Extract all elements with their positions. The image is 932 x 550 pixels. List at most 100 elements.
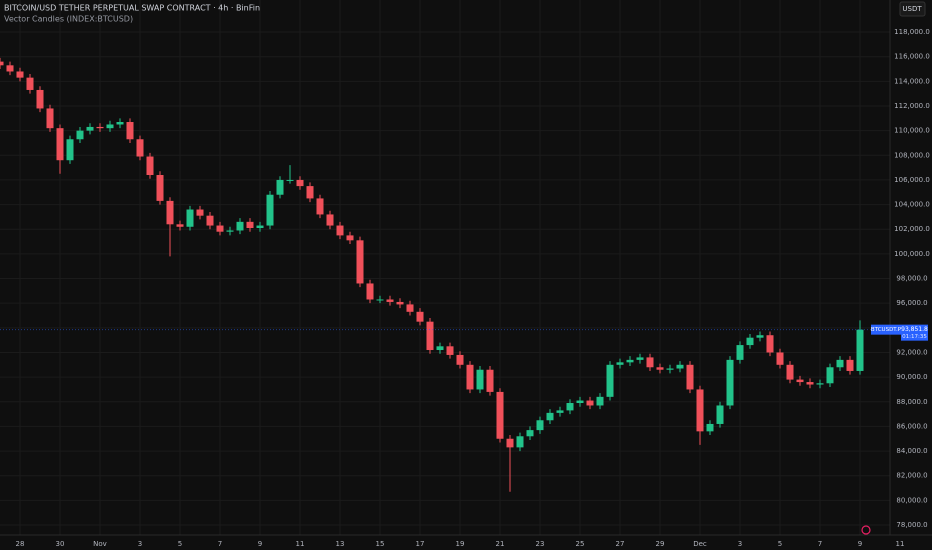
candle-body bbox=[786, 364, 794, 380]
candle-body bbox=[806, 382, 814, 385]
candle-body bbox=[446, 346, 454, 355]
candle-body bbox=[176, 224, 184, 227]
candle-body bbox=[586, 400, 594, 406]
price-tag bbox=[901, 324, 928, 341]
candle-body bbox=[576, 400, 584, 404]
logo-icon[interactable] bbox=[861, 525, 871, 535]
candle-body bbox=[756, 335, 764, 338]
y-tick-label: 116,000.0 bbox=[894, 53, 930, 61]
candle-body bbox=[356, 240, 364, 284]
candle-body bbox=[366, 283, 374, 300]
x-tick-label: Dec bbox=[693, 540, 707, 548]
candle-body bbox=[226, 230, 234, 232]
candle-body bbox=[476, 369, 484, 390]
x-tick-label: Nov bbox=[93, 540, 107, 548]
symbol-tag bbox=[871, 324, 901, 335]
y-tick-label: 98,000.0 bbox=[896, 275, 927, 283]
candle-body bbox=[136, 139, 144, 157]
candle-body bbox=[646, 357, 654, 368]
candle-body bbox=[196, 209, 204, 216]
y-tick-label: 80,000.0 bbox=[896, 496, 927, 504]
candle-body bbox=[716, 405, 724, 424]
candle-body bbox=[416, 311, 424, 322]
symbol-label: BTCUSDT.P bbox=[871, 327, 902, 333]
candles bbox=[0, 57, 888, 492]
x-tick-label: 5 bbox=[178, 540, 182, 548]
chart-title: BITCOIN/USD TETHER PERPETUAL SWAP CONTRA… bbox=[4, 4, 260, 13]
candle-body bbox=[506, 438, 514, 448]
candle-body bbox=[396, 301, 404, 305]
y-tick-label: 88,000.0 bbox=[896, 398, 927, 406]
axes: 78,000.0 80,000.0 82,000.0 84,000.0 86,000.0… bbox=[16, 28, 930, 548]
y-tick-label: 104,000.0 bbox=[894, 201, 930, 209]
candle-body bbox=[836, 359, 844, 368]
indicator-name: Vector Candles (INDEX:BTCUSD) bbox=[4, 15, 133, 24]
x-tick-label: 19 bbox=[456, 540, 465, 548]
x-tick-label: 9 bbox=[858, 540, 862, 548]
candle-body bbox=[516, 436, 524, 448]
candle-body bbox=[766, 335, 774, 353]
x-tick-label: 17 bbox=[416, 540, 425, 548]
y-tick-label: 112,000.0 bbox=[894, 102, 930, 110]
candle-body bbox=[116, 122, 124, 125]
candle-body bbox=[426, 321, 434, 351]
candle-body bbox=[826, 367, 834, 384]
x-tick-label: 30 bbox=[56, 540, 65, 548]
x-tick-label: 29 bbox=[656, 540, 665, 548]
currency-button[interactable] bbox=[899, 1, 926, 17]
last-price-label: 93,851.8 bbox=[901, 326, 928, 333]
candle-body bbox=[496, 391, 504, 439]
y-tick-label: 108,000.0 bbox=[894, 151, 930, 159]
candle-body bbox=[456, 354, 464, 365]
x-tick-label: 27 bbox=[616, 540, 625, 548]
candle-body bbox=[306, 186, 314, 199]
candle-body bbox=[46, 108, 54, 129]
currency-label[interactable]: USDT bbox=[902, 5, 922, 13]
candle-body bbox=[336, 225, 344, 236]
candle-body bbox=[86, 126, 94, 131]
y-tick-label: 110,000.0 bbox=[894, 127, 930, 135]
x-tick-label: 15 bbox=[376, 540, 385, 548]
x-tick-label: 3 bbox=[738, 540, 742, 548]
candle-body bbox=[156, 175, 164, 201]
y-tick-label: 96,000.0 bbox=[896, 299, 927, 307]
candle-body bbox=[626, 359, 634, 363]
candle-body bbox=[36, 89, 44, 109]
candle-body bbox=[346, 235, 354, 241]
candle-body bbox=[406, 304, 414, 312]
candle-body bbox=[526, 430, 534, 437]
last-price-box: BTCUSDT.P 93,851.801:17:35 bbox=[871, 324, 928, 341]
y-tick-label: 114,000.0 bbox=[894, 77, 930, 85]
candle-body bbox=[56, 128, 64, 161]
candle-body bbox=[326, 214, 334, 226]
y-tick-label: 86,000.0 bbox=[896, 422, 927, 430]
x-tick-label: 3 bbox=[138, 540, 142, 548]
candle-body bbox=[16, 71, 24, 78]
candle-body bbox=[96, 126, 104, 129]
candle-body bbox=[286, 179, 294, 181]
candle-body bbox=[236, 221, 244, 231]
candle-body bbox=[676, 364, 684, 369]
x-tick-label: 7 bbox=[218, 540, 222, 548]
candle-body bbox=[76, 130, 84, 140]
grid bbox=[0, 0, 890, 535]
y-tick-label: 118,000.0 bbox=[894, 28, 930, 36]
candle-body bbox=[126, 122, 134, 140]
candle-body bbox=[596, 396, 604, 406]
countdown-label: 01:17:35 bbox=[902, 334, 927, 340]
candle-body bbox=[726, 359, 734, 406]
candle-body bbox=[316, 198, 324, 215]
candle-body bbox=[696, 389, 704, 432]
candle-body bbox=[296, 179, 304, 187]
y-tick-label: 82,000.0 bbox=[896, 472, 927, 480]
x-tick-label: 5 bbox=[778, 540, 782, 548]
x-tick-label: 21 bbox=[496, 540, 505, 548]
candle-body bbox=[746, 337, 754, 346]
candle-body bbox=[186, 209, 194, 227]
candle-body bbox=[686, 364, 694, 390]
candle-body bbox=[846, 359, 854, 371]
candle-body bbox=[106, 124, 114, 129]
